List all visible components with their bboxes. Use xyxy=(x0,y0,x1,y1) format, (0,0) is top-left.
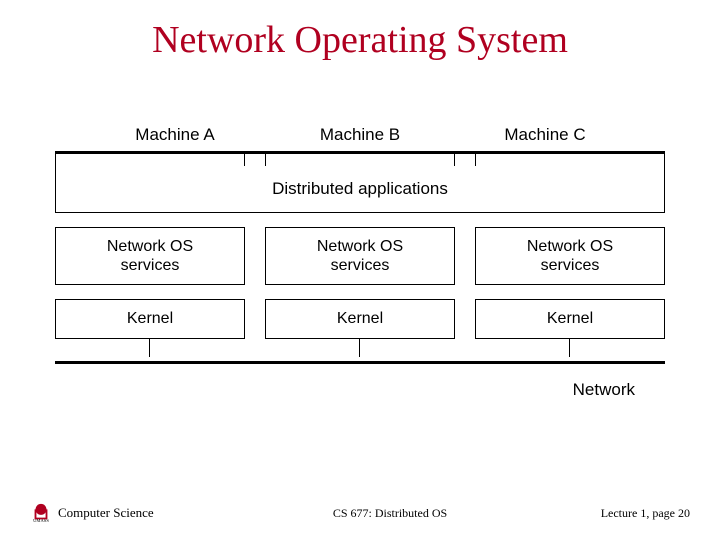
footer-right: Lecture 1, page 20 xyxy=(550,506,720,521)
kernel-b: Kernel xyxy=(265,299,455,338)
kernel-c: Kernel xyxy=(475,299,665,338)
machine-a-stack: Network OSservices Kernel xyxy=(55,227,245,339)
service-kernel-row: Network OSservices Kernel Network OSserv… xyxy=(55,227,665,339)
network-label: Network xyxy=(55,380,665,400)
upper-stubs xyxy=(55,154,665,166)
footer-left-text: Computer Science xyxy=(58,505,154,521)
footer-left: UMASS Computer Science xyxy=(0,502,230,524)
network-line xyxy=(55,361,665,364)
connector-stubs xyxy=(55,339,665,361)
machine-b-stack: Network OSservices Kernel xyxy=(265,227,455,339)
machine-a-label: Machine A xyxy=(100,125,250,145)
svg-text:UMASS: UMASS xyxy=(33,518,49,523)
nos-services-a: Network OSservices xyxy=(55,227,245,285)
kernel-a: Kernel xyxy=(55,299,245,338)
machine-labels-row: Machine A Machine B Machine C xyxy=(55,125,665,145)
slide-footer: UMASS Computer Science CS 677: Distribut… xyxy=(0,502,720,524)
architecture-diagram: Machine A Machine B Machine C Distribute… xyxy=(55,125,665,400)
machine-c-stack: Network OSservices Kernel xyxy=(475,227,665,339)
nos-services-c: Network OSservices xyxy=(475,227,665,285)
slide-title: Network Operating System xyxy=(0,0,720,62)
machine-b-label: Machine B xyxy=(285,125,435,145)
footer-center: CS 677: Distributed OS xyxy=(230,506,550,521)
umass-logo-icon: UMASS xyxy=(30,502,52,524)
nos-services-b: Network OSservices xyxy=(265,227,455,285)
machine-c-label: Machine C xyxy=(470,125,620,145)
distributed-apps-layer: Distributed applications xyxy=(55,166,665,213)
